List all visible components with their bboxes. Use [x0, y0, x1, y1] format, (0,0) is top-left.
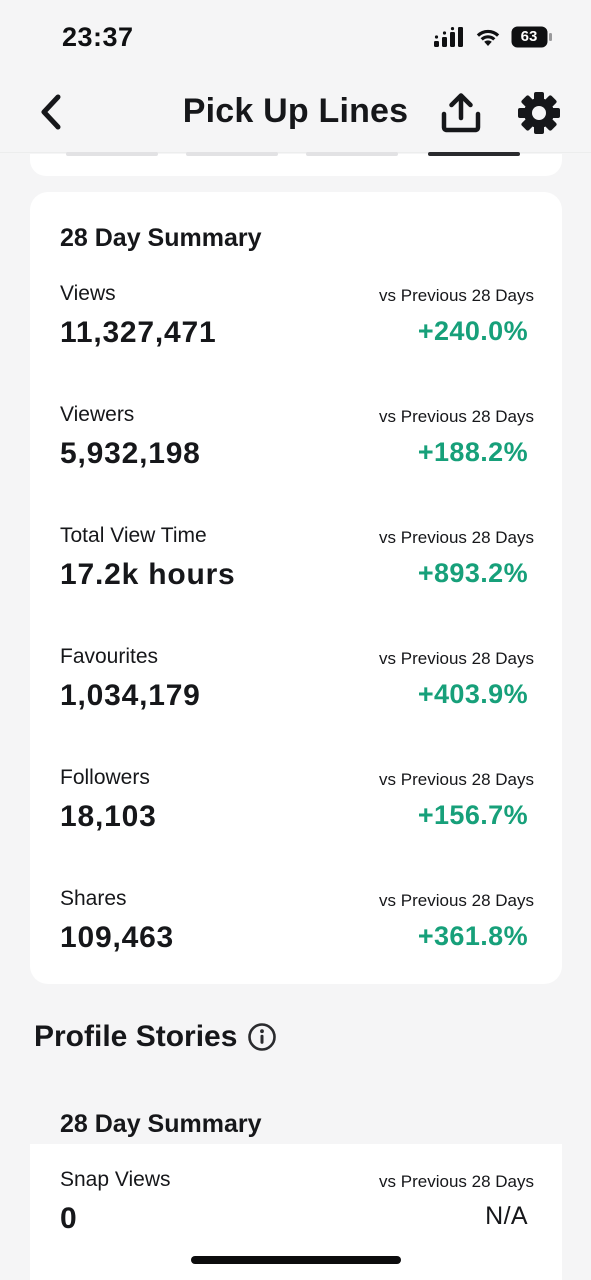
info-icon[interactable] — [247, 1022, 277, 1052]
stat-viewers: Viewers 5,932,198 vs Previous 28 Days +1… — [60, 403, 534, 503]
stat-label: Viewers — [60, 403, 135, 426]
stat-compare: vs Previous 28 Days — [379, 770, 534, 789]
status-icons: 63 — [433, 26, 553, 48]
stat-value: 17.2k hours — [60, 558, 236, 591]
stat-change: +361.8% — [417, 921, 528, 951]
stat-followers: Followers 18,103 vs Previous 28 Days +15… — [60, 766, 534, 866]
stat-compare: vs Previous 28 Days — [379, 407, 534, 426]
stat-change: N/A — [485, 1202, 528, 1230]
stat-favourites: Favourites 1,034,179 vs Previous 28 Days… — [60, 645, 534, 745]
summary-card: 28 Day Summary Views 11,327,471 vs Previ… — [30, 192, 562, 984]
profile-stories-header: Profile Stories — [34, 1020, 277, 1054]
stat-value: 109,463 — [60, 921, 175, 954]
chevron-left-icon — [41, 94, 61, 130]
back-button[interactable] — [34, 90, 68, 134]
stat-value: 18,103 — [60, 800, 157, 833]
stat-change: +240.0% — [417, 316, 528, 346]
wifi-icon — [475, 27, 501, 47]
settings-button[interactable] — [514, 88, 564, 138]
stat-compare: vs Previous 28 Days — [379, 1172, 534, 1191]
stat-value: 1,034,179 — [60, 679, 201, 712]
stat-value: 5,932,198 — [60, 437, 201, 470]
share-button[interactable] — [438, 90, 484, 136]
gear-icon — [518, 92, 560, 134]
stat-change: +893.2% — [417, 558, 528, 588]
stat-label: Followers — [60, 766, 150, 789]
stat-change: +156.7% — [417, 800, 528, 830]
battery-level: 63 — [520, 28, 538, 45]
stat-change: +188.2% — [417, 437, 528, 467]
stat-label: Total View Time — [60, 524, 207, 547]
stories-summary-title: 28 Day Summary — [60, 1110, 262, 1138]
stat-label: Shares — [60, 887, 127, 910]
share-upload-icon — [441, 93, 481, 133]
status-time: 23:37 — [62, 22, 134, 52]
stat-value: 0 — [60, 1202, 78, 1235]
stat-label: Snap Views — [60, 1168, 171, 1191]
stat-total-view-time: Total View Time 17.2k hours vs Previous … — [60, 524, 534, 624]
tab-stub — [306, 152, 398, 156]
section-title: Profile Stories — [34, 1020, 238, 1053]
tab-stub — [186, 152, 278, 156]
stat-shares: Shares 109,463 vs Previous 28 Days +361.… — [60, 887, 534, 987]
stat-label: Favourites — [60, 645, 159, 668]
stat-change: +403.9% — [417, 679, 528, 709]
tab-stub-active — [428, 152, 520, 156]
battery-icon: 63 — [511, 26, 553, 48]
stat-views: Views 11,327,471 vs Previous 28 Days +24… — [60, 282, 534, 382]
stat-compare: vs Previous 28 Days — [379, 891, 534, 910]
signal-icon — [433, 27, 465, 47]
stat-compare: vs Previous 28 Days — [379, 649, 534, 668]
tab-stub — [66, 152, 158, 156]
stat-label: Views — [60, 282, 116, 305]
home-indicator[interactable] — [191, 1256, 401, 1264]
stat-compare: vs Previous 28 Days — [379, 286, 534, 305]
nav-bar: Pick Up Lines — [0, 76, 591, 153]
page-title: Pick Up Lines — [182, 92, 409, 130]
stat-compare: vs Previous 28 Days — [379, 528, 534, 547]
stat-snap-views: Snap Views 0 vs Previous 28 Days N/A — [60, 1168, 534, 1268]
status-bar: 23:37 63 — [0, 0, 591, 76]
stat-value: 11,327,471 — [60, 316, 217, 349]
previous-card-edge — [30, 152, 562, 176]
summary-title: 28 Day Summary — [60, 224, 262, 252]
